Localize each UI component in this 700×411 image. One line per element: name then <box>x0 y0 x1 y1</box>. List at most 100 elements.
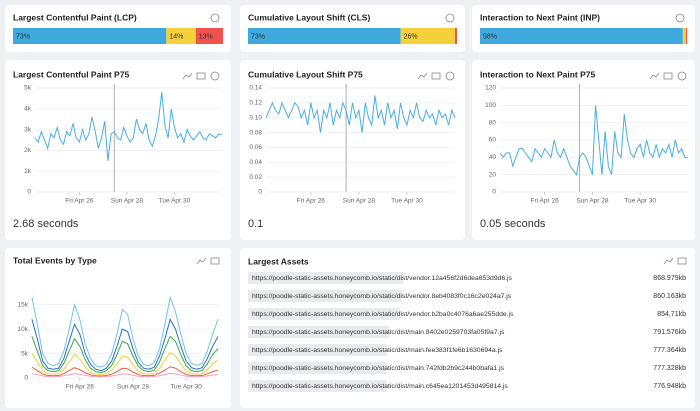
y-tick-label: 5k <box>24 85 32 92</box>
summary-value: 0.1 <box>248 218 263 230</box>
table-icon[interactable] <box>677 257 687 265</box>
bar-segment <box>454 28 457 44</box>
info-icon[interactable] <box>445 13 455 23</box>
card-title: Largest Contentful Paint (LCP) <box>13 12 137 22</box>
x-tick-label: Fri Apr 26 <box>65 198 94 205</box>
chart-title: Interaction to Next Paint P75 <box>480 69 596 79</box>
x-tick-label: Sun Apr 28 <box>343 198 376 205</box>
asset-url: https://poodle-static-assets.honeycomb.i… <box>252 365 505 372</box>
y-tick-label: 20 <box>489 171 497 178</box>
x-tick-label: Tue Apr 30 <box>624 198 656 205</box>
asset-url: https://poodle-static-assets.honeycomb.i… <box>252 383 508 390</box>
info-icon[interactable] <box>210 13 220 23</box>
y-tick-label: 0 <box>27 189 31 196</box>
x-tick-label: Sun Apr 28 <box>117 384 150 391</box>
y-tick-label: 40 <box>489 154 497 161</box>
asset-bar <box>248 326 390 338</box>
line-icon[interactable] <box>663 257 674 265</box>
line-icon[interactable] <box>649 72 660 80</box>
segment-label: 13% <box>199 33 213 40</box>
segment-label: 26% <box>404 33 418 40</box>
y-tick-label: 15k <box>18 301 29 308</box>
y-tick-label: 0 <box>258 189 262 196</box>
chart-icons <box>182 71 687 265</box>
bar-segment <box>166 28 196 44</box>
asset-url: https://poodle-static-assets.honeycomb.i… <box>252 275 513 282</box>
y-tick-label: 3k <box>24 126 32 133</box>
y-tick-label: 10k <box>18 326 29 333</box>
info-icon[interactable] <box>445 71 455 81</box>
info-icon[interactable] <box>677 71 687 81</box>
asset-size: 791.576kb <box>653 329 686 336</box>
bar-segment <box>685 28 687 44</box>
asset-url: https://poodle-static-assets.honeycomb.i… <box>252 311 514 318</box>
table-icon[interactable] <box>196 72 206 80</box>
asset-size: 776.948kb <box>653 383 686 390</box>
y-tick-label: 0.08 <box>249 129 262 136</box>
asset-size: 860.163kb <box>653 293 686 300</box>
asset-size: 868.979kb <box>653 275 686 282</box>
series-line <box>31 295 219 368</box>
asset-bar <box>248 290 402 302</box>
info-icon[interactable] <box>675 13 685 23</box>
series-line <box>31 372 219 378</box>
series-line <box>34 92 223 161</box>
segment-label: 98% <box>483 33 497 40</box>
y-tick-label: 4k <box>24 106 32 113</box>
asset-url: https://poodle-static-assets.honeycomb.i… <box>252 347 503 354</box>
x-tick-label: Tue Apr 30 <box>170 384 202 391</box>
x-tick-label: Sun Apr 28 <box>576 198 609 205</box>
line-icon[interactable] <box>182 72 193 80</box>
bar-segment <box>195 28 223 44</box>
bar-segment <box>248 28 401 44</box>
series-line <box>31 351 219 376</box>
series-line <box>31 366 219 377</box>
x-tick-label: Sun Apr 28 <box>111 198 144 205</box>
chart-title: Largest Contentful Paint P75 <box>13 69 129 79</box>
bar-segment <box>13 28 167 44</box>
y-tick-label: 0.12 <box>249 100 262 107</box>
asset-bar <box>248 380 387 392</box>
y-tick-label: 5k <box>21 350 29 357</box>
summary-value: 0.05 seconds <box>480 218 546 230</box>
segment-label: 73% <box>251 33 265 40</box>
info-icon[interactable] <box>210 71 220 81</box>
bar-segment <box>400 28 455 44</box>
series-line <box>265 95 456 133</box>
y-tick-label: 0.10 <box>249 114 262 121</box>
table-icon[interactable] <box>210 257 220 265</box>
y-tick-label: 0 <box>24 375 28 382</box>
series-line <box>31 317 219 372</box>
y-tick-label: 120 <box>485 85 496 92</box>
y-tick-label: 80 <box>489 119 497 126</box>
asset-bar <box>248 308 401 320</box>
series-line <box>31 335 219 374</box>
y-tick-label: 1k <box>24 168 32 175</box>
summary-value: 2.68 seconds <box>13 218 79 230</box>
asset-bar <box>248 272 403 284</box>
y-tick-label: 0.14 <box>249 85 262 92</box>
line-icon[interactable] <box>196 257 207 265</box>
asset-url: https://poodle-static-assets.honeycomb.i… <box>252 329 505 336</box>
card-title: Interaction to Next Paint (INP) <box>480 12 600 22</box>
bar-segment <box>480 28 683 44</box>
card <box>5 60 231 240</box>
asset-bar <box>248 344 387 356</box>
assets-title: Largest Assets <box>248 256 309 266</box>
line-icon[interactable] <box>417 72 428 80</box>
table-icon[interactable] <box>431 72 441 80</box>
x-tick-label: Fri Apr 26 <box>66 384 95 391</box>
series-line <box>499 105 688 176</box>
chart-title: Cumulative Layout Shift P75 <box>248 69 363 79</box>
table-icon[interactable] <box>663 72 673 80</box>
card-title: Cumulative Layout Shift (CLS) <box>248 12 370 22</box>
bar-segment <box>682 28 686 44</box>
y-tick-label: 0 <box>492 189 496 196</box>
segment-label: 73% <box>16 33 30 40</box>
y-tick-label: 0.06 <box>249 144 262 151</box>
y-tick-label: 0.04 <box>249 159 262 166</box>
chart-title: Total Events by Type <box>13 255 97 265</box>
card <box>240 60 465 240</box>
x-tick-label: Fri Apr 26 <box>531 198 560 205</box>
